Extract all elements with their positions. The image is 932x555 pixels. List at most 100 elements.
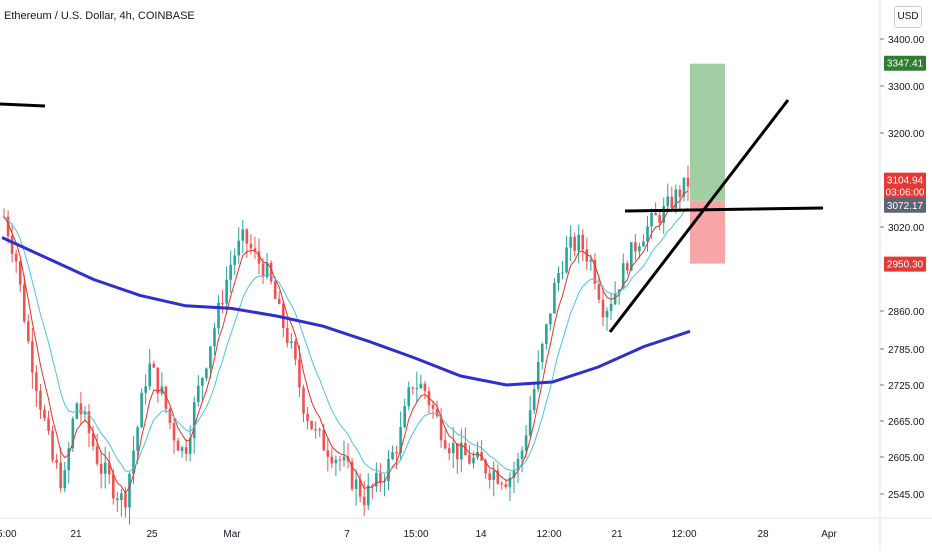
candle-body: [379, 472, 382, 483]
candle-body: [128, 473, 131, 508]
last-price-label: 03:06:00: [886, 188, 925, 199]
time-tick-label: 12:00: [671, 529, 696, 540]
target-zone[interactable]: [690, 63, 725, 201]
candle-body: [439, 416, 443, 441]
candle-body: [621, 263, 625, 290]
candle-body: [468, 455, 471, 464]
candle-body: [666, 196, 670, 207]
candle-body: [577, 234, 581, 251]
candle-body: [59, 462, 62, 489]
level-price-label: 3072.17: [887, 201, 924, 212]
ma-fast-line: [3, 190, 689, 495]
time-tick-label: 28: [757, 529, 769, 540]
candle-body: [168, 408, 172, 424]
candle-body: [443, 440, 447, 449]
candle-body: [152, 363, 156, 368]
candle-body: [358, 479, 362, 497]
candle-body: [221, 303, 224, 305]
candle-body: [338, 459, 342, 461]
candle-body: [205, 368, 208, 379]
time-tick-label: 15:00: [403, 529, 428, 540]
candle-body: [549, 313, 552, 325]
candle-body: [415, 388, 419, 390]
candle-body: [302, 387, 305, 414]
price-tick-label: 2725.00: [888, 381, 925, 392]
candle-body: [670, 196, 674, 208]
candle-body: [192, 402, 196, 438]
currency-button[interactable]: USD: [894, 6, 922, 28]
candle-body: [464, 442, 467, 456]
candle-body: [342, 456, 346, 461]
candle-body: [111, 474, 115, 499]
candle-body: [569, 237, 572, 248]
candle-body: [581, 234, 585, 250]
candle-body: [658, 215, 661, 223]
candle-body: [286, 327, 289, 344]
candle-body: [213, 328, 216, 347]
price-tick-label: 3300.00: [888, 82, 925, 93]
candle-body: [253, 248, 257, 252]
candle-body: [403, 406, 406, 428]
time-tick-label: 21: [611, 529, 623, 540]
candle-body: [460, 442, 463, 460]
candle-body: [225, 279, 228, 304]
candle-body: [375, 472, 378, 487]
candle-body: [387, 458, 390, 482]
price-tick-label: 3400.00: [888, 35, 925, 46]
candle-body: [233, 255, 237, 265]
candle-body: [399, 427, 402, 454]
candle-body: [407, 387, 411, 407]
candle-body: [431, 405, 435, 409]
time-tick-label: 14: [475, 529, 487, 540]
candle-body: [346, 456, 350, 462]
candle-body: [634, 242, 637, 252]
candle-body: [524, 435, 528, 451]
time-tick-label: 15:00: [0, 529, 17, 540]
candle-body: [71, 418, 75, 449]
candle-body: [516, 458, 520, 471]
horizontal-level-line[interactable]: [624, 206, 824, 213]
trendline[interactable]: [608, 99, 790, 333]
chart-title: Ethereum / U.S. Dollar, 4h, COINBASE: [4, 10, 195, 22]
candle-body: [528, 410, 532, 436]
candle-body: [124, 493, 127, 508]
candle-body: [176, 440, 180, 451]
level-price-label-bg: [884, 197, 926, 213]
candle-body: [99, 463, 103, 474]
candle-body: [512, 470, 516, 478]
candle-body: [362, 496, 366, 506]
drawn-level-line-left[interactable]: [0, 102, 46, 108]
candle-body: [447, 448, 451, 454]
candle-body: [237, 240, 241, 256]
candle-body: [273, 281, 277, 299]
candle-body: [27, 321, 30, 342]
candle-body: [500, 483, 504, 485]
candle-body: [561, 272, 564, 274]
candle-body: [435, 408, 439, 417]
candle-body: [674, 189, 678, 208]
candle-body: [545, 324, 548, 344]
time-tick-label: 21: [70, 529, 82, 540]
candle-body: [261, 263, 265, 278]
candle-body: [605, 310, 609, 318]
candle-body: [172, 423, 176, 441]
candle-body: [678, 189, 682, 197]
candle-body: [10, 236, 14, 254]
candle-body: [265, 262, 269, 278]
candle-body: [196, 385, 200, 403]
candle-body: [589, 259, 593, 262]
candle-body: [83, 411, 87, 415]
candle-body: [310, 420, 313, 430]
candle-body: [217, 303, 220, 329]
candle-body: [107, 462, 111, 475]
ma-long-line: [1, 236, 691, 387]
price-tick-label: 2545.00: [888, 490, 925, 501]
candle-body: [350, 461, 354, 489]
candle-body: [241, 229, 245, 241]
candle-body: [508, 477, 512, 488]
price-tick-label: 2605.00: [888, 453, 925, 464]
candle-body: [326, 450, 330, 457]
candle-body: [419, 383, 423, 389]
